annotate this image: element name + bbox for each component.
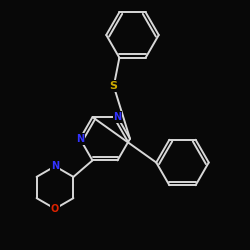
Text: N: N: [114, 112, 122, 122]
Text: S: S: [110, 81, 118, 91]
Text: O: O: [51, 204, 59, 214]
Text: N: N: [76, 134, 84, 144]
Text: N: N: [51, 161, 59, 171]
